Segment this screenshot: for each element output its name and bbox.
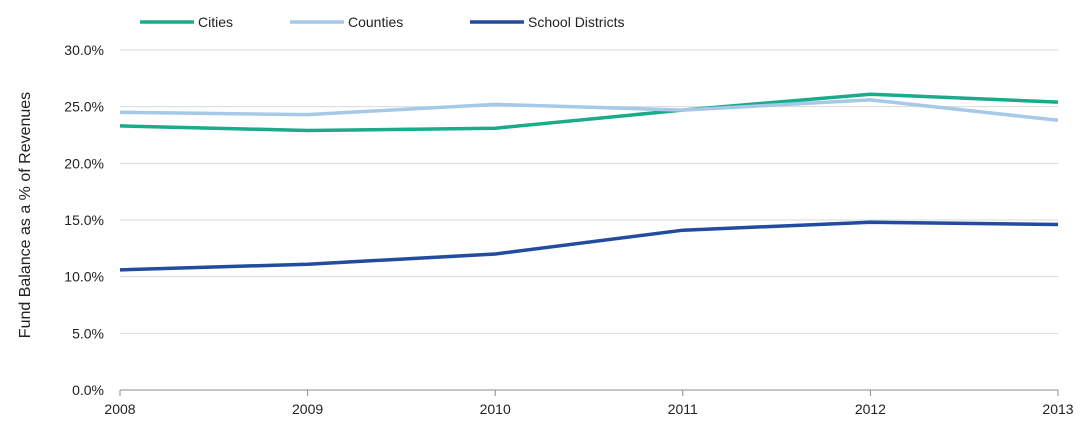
series-lines: [119, 92, 1059, 272]
y-axis-title: Fund Balance as a % of Revenues: [17, 92, 34, 338]
y-tick-label: 30.0%: [64, 42, 104, 58]
y-tick-label: 0.0%: [72, 382, 104, 398]
x-tick-label: 2008: [104, 401, 135, 417]
gridlines: [120, 49, 1058, 334]
series-line-cities: [119, 92, 1059, 133]
x-tick-label: 2013: [1042, 401, 1073, 417]
legend-label: Counties: [348, 14, 403, 30]
series-line-counties: [119, 98, 1059, 123]
y-tick-label: 15.0%: [64, 212, 104, 228]
x-tick-label: 2009: [292, 401, 323, 417]
x-axis: 2008 2009 2010 2011 2012 2013: [104, 389, 1074, 417]
x-tick-label: 2010: [480, 401, 511, 417]
y-tick-label: 5.0%: [72, 325, 104, 341]
y-tick-label: 25.0%: [64, 99, 104, 115]
legend-label: School Districts: [528, 14, 624, 30]
legend-label: Cities: [198, 14, 233, 30]
y-tick-label: 20.0%: [64, 155, 104, 171]
legend: Cities Counties School Districts: [140, 14, 624, 30]
series-line-school-districts: [119, 220, 1059, 272]
x-tick-label: 2011: [668, 401, 698, 417]
y-tick-label: 10.0%: [64, 269, 104, 285]
y-axis-ticks: 0.0% 5.0% 10.0% 15.0% 20.0% 25.0% 30.0%: [64, 42, 104, 398]
x-tick-label: 2012: [855, 401, 886, 417]
